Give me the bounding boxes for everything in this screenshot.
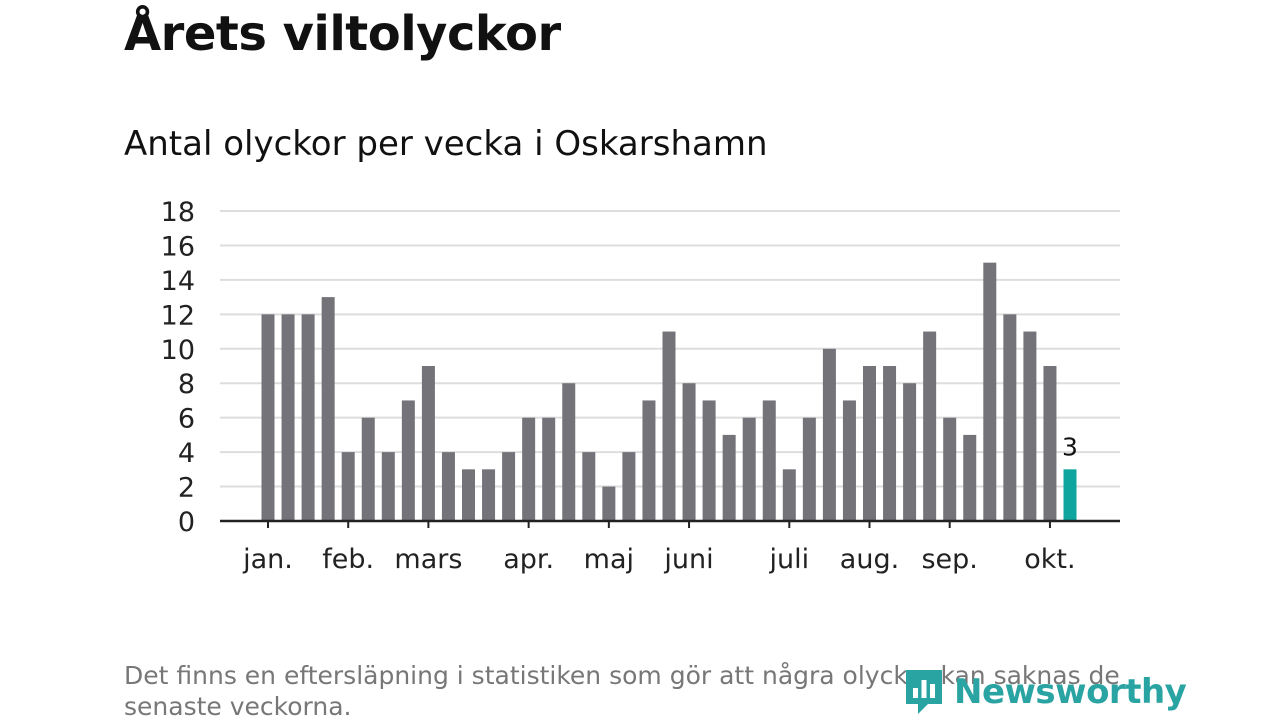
x-tick-label: apr.	[503, 544, 554, 575]
newsworthy-logo: Newsworthy	[902, 664, 1187, 720]
bar	[923, 331, 937, 521]
bar	[903, 383, 917, 521]
y-tick-label: 0	[178, 507, 195, 538]
bar	[602, 486, 616, 521]
newsworthy-logo-icon	[906, 670, 942, 714]
bar	[1003, 314, 1017, 521]
bar	[482, 469, 496, 521]
bar	[1023, 331, 1037, 521]
bar	[301, 314, 315, 521]
bar	[822, 348, 836, 521]
bar	[582, 452, 596, 521]
bar	[281, 314, 295, 521]
bar	[401, 400, 415, 521]
bar	[441, 452, 455, 521]
x-tick-label: juni	[663, 544, 713, 575]
bar	[261, 314, 275, 521]
bar	[542, 417, 556, 521]
bar	[642, 400, 656, 521]
bar	[682, 383, 696, 521]
bar	[863, 366, 876, 521]
bar	[782, 469, 796, 521]
bar	[361, 417, 375, 521]
x-tick-label: aug.	[840, 544, 899, 575]
y-tick-label: 12	[161, 300, 195, 331]
x-tick-label: juli	[768, 544, 809, 575]
bar	[662, 331, 676, 521]
bar	[381, 452, 395, 521]
y-tick-label: 6	[178, 404, 195, 435]
bar	[963, 434, 977, 521]
bar	[762, 400, 776, 521]
x-tick-label: maj	[584, 544, 634, 575]
bar	[802, 417, 816, 521]
bar	[502, 452, 516, 521]
x-tick-label: sep.	[921, 544, 977, 575]
bar	[321, 297, 335, 521]
bar	[522, 417, 536, 521]
y-tick-label: 2	[178, 473, 195, 504]
brand-name: Newsworthy	[954, 672, 1187, 712]
y-tick-label: 16	[161, 231, 195, 262]
x-tick-label: jan.	[242, 544, 293, 575]
bar	[421, 366, 435, 521]
bar	[883, 366, 897, 521]
bar	[622, 452, 636, 521]
bar	[722, 434, 736, 521]
bar	[742, 417, 756, 521]
chart-subtitle: Antal olyckor per vecka i Oskarshamn	[124, 124, 768, 164]
data-label: 3	[1062, 432, 1078, 461]
bar-highlight	[1063, 469, 1077, 521]
footnote: Det finns en eftersläpning i statistiken…	[124, 661, 1120, 721]
bar	[341, 452, 355, 521]
bar	[983, 262, 997, 521]
y-tick-label: 18	[161, 197, 195, 228]
x-tick-label: okt.	[1024, 544, 1075, 575]
y-tick-label: 8	[178, 369, 195, 400]
y-tick-label: 14	[161, 266, 195, 297]
bar	[462, 469, 475, 521]
x-tick-label: feb.	[322, 544, 374, 575]
bar	[702, 400, 716, 521]
y-tick-label: 4	[178, 438, 195, 469]
x-tick-label: mars	[394, 544, 462, 575]
chart-title: Årets viltolyckor	[124, 6, 561, 62]
bar	[1043, 366, 1057, 521]
bar	[842, 400, 856, 521]
bar	[943, 417, 957, 521]
y-tick-label: 10	[161, 335, 195, 366]
bar	[562, 383, 576, 521]
